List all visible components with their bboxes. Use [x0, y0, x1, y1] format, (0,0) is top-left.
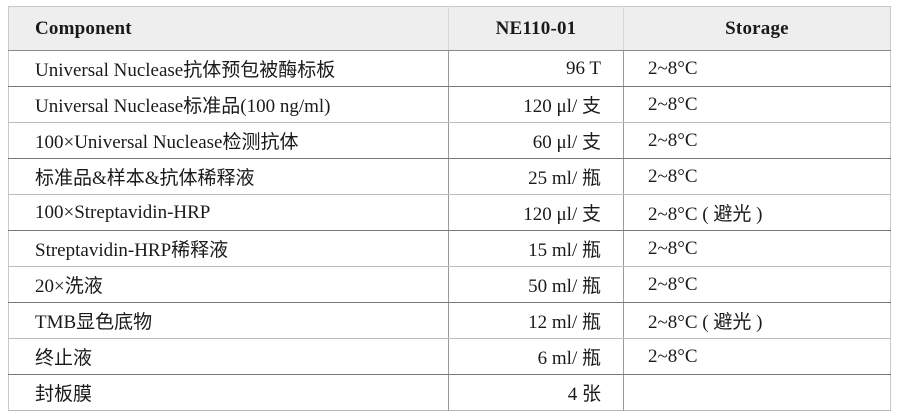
- cell-component: Streptavidin-HRP稀释液: [8, 230, 449, 267]
- cell-catalog: 12 ml/ 瓶: [448, 302, 624, 339]
- table-row: 封板膜 4 张: [8, 374, 891, 411]
- table-row: 20×洗液 50 ml/ 瓶 2~8°C: [8, 266, 891, 303]
- cell-component: Universal Nuclease标准品(100 ng/ml): [8, 86, 449, 123]
- cell-storage: 2~8°C: [623, 230, 891, 267]
- cell-component: TMB显色底物: [8, 302, 449, 339]
- cell-component: 100×Universal Nuclease检测抗体: [8, 122, 449, 159]
- table-row: 100×Streptavidin-HRP 120 μl/ 支 2~8°C ( 避光 …: [8, 194, 891, 231]
- cell-storage: 2~8°C ( 避光 ): [623, 194, 891, 231]
- cell-catalog: 120 μl/ 支: [448, 194, 624, 231]
- cell-catalog: 50 ml/ 瓶: [448, 266, 624, 303]
- cell-storage: 2~8°C: [623, 86, 891, 123]
- cell-storage: 2~8°C: [623, 266, 891, 303]
- column-header-storage: Storage: [623, 6, 891, 51]
- cell-catalog: 25 ml/ 瓶: [448, 158, 624, 195]
- cell-component: 封板膜: [8, 374, 449, 411]
- table-row: 100×Universal Nuclease检测抗体 60 μl/ 支 2~8°C: [8, 122, 891, 159]
- cell-catalog: 120 μl/ 支: [448, 86, 624, 123]
- cell-component: 100×Streptavidin-HRP: [8, 194, 449, 231]
- table-row: 终止液 6 ml/ 瓶 2~8°C: [8, 338, 891, 375]
- cell-storage: 2~8°C ( 避光 ): [623, 302, 891, 339]
- cell-catalog: 60 μl/ 支: [448, 122, 624, 159]
- cell-catalog: 96 T: [448, 50, 624, 87]
- cell-storage: 2~8°C: [623, 158, 891, 195]
- header-row: Component NE110-01 Storage: [8, 6, 891, 51]
- table-row: Streptavidin-HRP稀释液 15 ml/ 瓶 2~8°C: [8, 230, 891, 267]
- cell-component: Universal Nuclease抗体预包被酶标板: [8, 50, 449, 87]
- cell-component: 20×洗液: [8, 266, 449, 303]
- table-row: TMB显色底物 12 ml/ 瓶 2~8°C ( 避光 ): [8, 302, 891, 339]
- cell-component: 终止液: [8, 338, 449, 375]
- cell-storage: 2~8°C: [623, 50, 891, 87]
- cell-storage: 2~8°C: [623, 122, 891, 159]
- cell-storage: [623, 374, 891, 411]
- table-header: Component NE110-01 Storage: [8, 6, 891, 51]
- cell-catalog: 15 ml/ 瓶: [448, 230, 624, 267]
- table-body: Universal Nuclease抗体预包被酶标板 96 T 2~8°C Unive…: [8, 50, 891, 411]
- cell-storage: 2~8°C: [623, 338, 891, 375]
- table-row: Universal Nuclease标准品(100 ng/ml) 120 μl/ …: [8, 86, 891, 123]
- cell-catalog: 6 ml/ 瓶: [448, 338, 624, 375]
- cell-catalog: 4 张: [448, 374, 624, 411]
- table-row: Universal Nuclease抗体预包被酶标板 96 T 2~8°C: [8, 50, 891, 87]
- column-header-component: Component: [8, 6, 449, 51]
- column-header-catalog: NE110-01: [448, 6, 624, 51]
- table-row: 标准品&样本&抗体稀释液 25 ml/ 瓶 2~8°C: [8, 158, 891, 195]
- cell-component: 标准品&样本&抗体稀释液: [8, 158, 449, 195]
- kit-contents-table: Component NE110-01 Storage Universal Nuc…: [8, 6, 891, 411]
